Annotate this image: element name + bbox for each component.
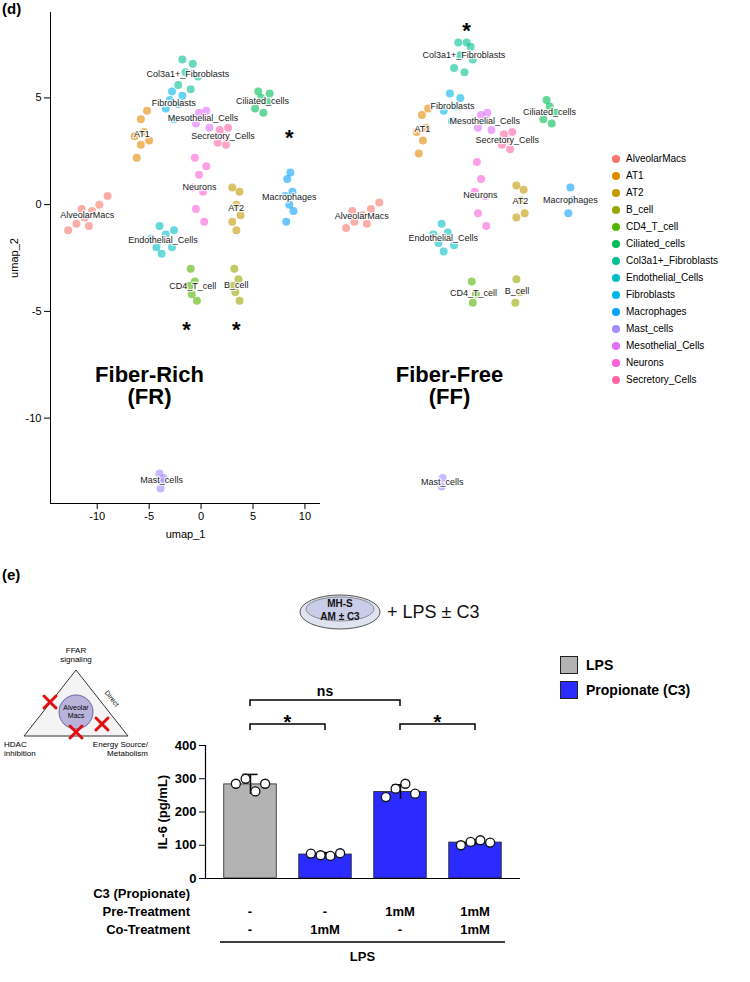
svg-text:Fibroblasts: Fibroblasts	[430, 101, 475, 111]
html-text:B_cell: B_cell	[626, 204, 654, 215]
svg-text:Metabolism: Metabolism	[107, 749, 148, 758]
html-text:Col3a1+_Fibroblasts: Col3a1+_Fibroblasts	[626, 255, 718, 266]
svg-text:200: 200	[175, 804, 197, 819]
svg-text:AT1: AT1	[414, 124, 430, 134]
svg-text:Energy Source/: Energy Source/	[93, 740, 149, 749]
html-text:Fibroblasts: Fibroblasts	[626, 289, 675, 300]
svg-text:5: 5	[250, 510, 256, 522]
svg-text:AlveolarMacs: AlveolarMacs	[335, 211, 390, 221]
html-text:Neurons: Neurons	[626, 357, 664, 368]
svg-text:C3 (Propionate): C3 (Propionate)	[93, 886, 190, 901]
svg-text:400: 400	[175, 738, 197, 753]
svg-text:IL-6 (pg/mL): IL-6 (pg/mL)	[155, 775, 170, 849]
svg-text:Col3a1+_Fibroblasts: Col3a1+_Fibroblasts	[422, 50, 505, 60]
svg-text:FFAR: FFAR	[66, 646, 87, 655]
svg-text:-10: -10	[89, 510, 105, 522]
svg-text:Mesothelial_Cells: Mesothelial_Cells	[450, 116, 521, 126]
svg-text:Fibroblasts: Fibroblasts	[152, 98, 197, 108]
html-text:(d): (d)	[2, 0, 22, 17]
svg-text:Fiber-Free(FF): Fiber-Free(FF)	[396, 362, 504, 409]
svg-text:AM ± C3: AM ± C3	[320, 611, 360, 622]
svg-text:Mast_cells: Mast_cells	[421, 477, 464, 487]
svg-text:-: -	[248, 904, 252, 919]
svg-text:HDAC: HDAC	[4, 740, 27, 749]
svg-text:1mM: 1mM	[310, 922, 340, 937]
svg-text:Alveolar: Alveolar	[63, 704, 89, 711]
svg-text:umap_2: umap_2	[8, 238, 20, 278]
svg-text:Secretory_Cells: Secretory_Cells	[475, 135, 539, 145]
svg-text:AT1: AT1	[134, 129, 150, 139]
html-text:LPS: LPS	[586, 656, 614, 673]
svg-text:100: 100	[175, 837, 197, 852]
svg-text:LPS: LPS	[350, 949, 376, 964]
svg-text:Secretory_Cells: Secretory_Cells	[191, 131, 255, 141]
svg-text:*: *	[284, 711, 292, 733]
html-text:Mast_cells: Mast_cells	[626, 323, 674, 334]
html-text:Secretory_Cells: Secretory_Cells	[626, 374, 697, 385]
svg-text:5: 5	[35, 91, 41, 103]
svg-text:AT2: AT2	[228, 203, 244, 213]
svg-text:AlveolarMacs: AlveolarMacs	[60, 210, 115, 220]
svg-text:1mM: 1mM	[460, 922, 490, 937]
html-text:AT1: AT1	[626, 170, 644, 181]
svg-text:Col3a1+_Fibroblasts: Col3a1+_Fibroblasts	[147, 69, 230, 79]
html-text:Endothelial_Cells: Endothelial_Cells	[626, 272, 704, 283]
svg-text:10: 10	[299, 510, 311, 522]
svg-text:Endothelial_Cells: Endothelial_Cells	[408, 233, 478, 243]
svg-text:Direct: Direct	[104, 689, 121, 708]
svg-text:0: 0	[189, 871, 196, 886]
svg-text:ns: ns	[317, 683, 334, 699]
svg-text:Macrophages: Macrophages	[543, 195, 598, 205]
svg-text:Ciliated_cells: Ciliated_cells	[236, 96, 290, 106]
svg-text:B_cell: B_cell	[505, 286, 530, 296]
svg-text:*: *	[462, 18, 471, 43]
svg-text:Neurons: Neurons	[463, 190, 498, 200]
html-text:Macrophages: Macrophages	[626, 306, 687, 317]
svg-text:Pre-Treatment: Pre-Treatment	[103, 904, 191, 919]
svg-text:Endothelial_Cells: Endothelial_Cells	[128, 235, 198, 245]
html-text:Ciliated_cells: Ciliated_cells	[626, 238, 685, 249]
svg-text:-: -	[398, 922, 402, 937]
svg-text:-5: -5	[32, 305, 42, 317]
svg-text:Mesothelial_Cells: Mesothelial_Cells	[168, 113, 239, 123]
svg-text:+ LPS ± C3: + LPS ± C3	[387, 602, 479, 622]
svg-text:*: *	[182, 317, 191, 342]
html-text:(e): (e)	[2, 566, 21, 583]
svg-text:Macs: Macs	[68, 712, 85, 719]
svg-text:Macrophages: Macrophages	[262, 192, 317, 202]
html-text:AlveolarMacs: AlveolarMacs	[626, 153, 686, 164]
svg-text:CD4_T_cell: CD4_T_cell	[450, 288, 497, 298]
svg-text:B_cell: B_cell	[224, 280, 249, 290]
svg-text:Neurons: Neurons	[182, 182, 217, 192]
svg-text:-: -	[323, 904, 327, 919]
svg-text:300: 300	[175, 771, 197, 786]
html-text:AT2: AT2	[626, 187, 644, 198]
svg-text:-5: -5	[144, 510, 154, 522]
svg-text:MH-S: MH-S	[327, 598, 353, 609]
html-text:CD4_T_cell: CD4_T_cell	[626, 221, 679, 232]
html-text:Mesothelial_Cells: Mesothelial_Cells	[626, 340, 705, 351]
html-text:Propionate (C3): Propionate (C3)	[586, 681, 691, 698]
svg-text:1mM: 1mM	[460, 904, 490, 919]
svg-text:1mM: 1mM	[385, 904, 415, 919]
svg-text:CD4_T_cell: CD4_T_cell	[169, 281, 216, 291]
svg-text:umap_1: umap_1	[166, 528, 206, 540]
svg-text:AT2: AT2	[512, 196, 528, 206]
svg-text:0: 0	[198, 510, 204, 522]
svg-text:*: *	[285, 125, 294, 150]
svg-text:-: -	[248, 922, 252, 937]
svg-text:Ciliated_cells: Ciliated_cells	[523, 107, 577, 117]
svg-text:*: *	[232, 317, 241, 342]
svg-text:*: *	[434, 711, 442, 733]
svg-text:inhibition: inhibition	[4, 749, 36, 758]
svg-text:0: 0	[35, 198, 41, 210]
svg-text:Fiber-Rich(FR): Fiber-Rich(FR)	[95, 362, 204, 409]
svg-text:signaling: signaling	[60, 655, 92, 664]
svg-text:Co-Treatment: Co-Treatment	[106, 922, 190, 937]
svg-text:Mast_cells: Mast_cells	[140, 475, 183, 485]
svg-text:-10: -10	[26, 412, 42, 424]
